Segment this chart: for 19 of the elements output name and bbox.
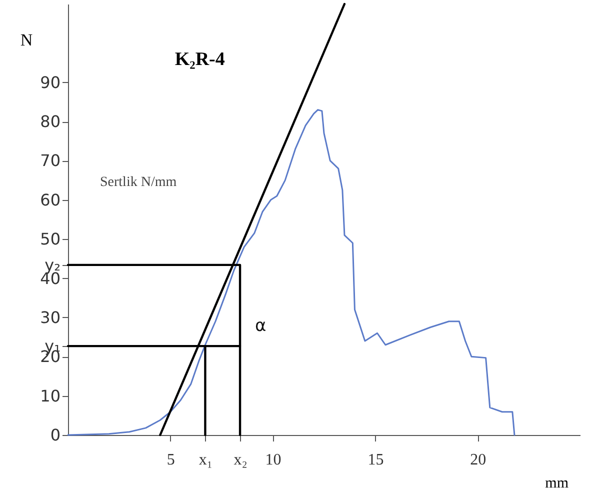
x-tick-label: 5 xyxy=(166,452,175,468)
x-tick-label: 20 xyxy=(470,452,486,468)
x-tick-label: 10 xyxy=(265,452,282,468)
x-axis-title: mm xyxy=(545,476,569,492)
y-tick-label: 90 xyxy=(40,72,60,92)
annotation: Sertlik N/mm xyxy=(100,175,177,190)
y-tick-label: 10 xyxy=(40,386,60,406)
annotation: α xyxy=(255,316,266,336)
y-tick-label: 60 xyxy=(40,190,60,210)
y-tick-label: 80 xyxy=(40,112,60,132)
x-tick-label: 15 xyxy=(368,452,384,468)
x-tick-label: x₁ xyxy=(198,452,213,468)
y-tick-label: 70 xyxy=(40,151,60,170)
y-axis-title: N xyxy=(20,30,33,50)
y-tick-label: 50 xyxy=(40,230,60,249)
y-tick-label: 30 xyxy=(40,308,60,327)
text: K₂R-4 xyxy=(174,48,226,70)
x-tick-label: x₂ xyxy=(234,452,248,468)
y-tick-label: 0 xyxy=(50,426,60,444)
